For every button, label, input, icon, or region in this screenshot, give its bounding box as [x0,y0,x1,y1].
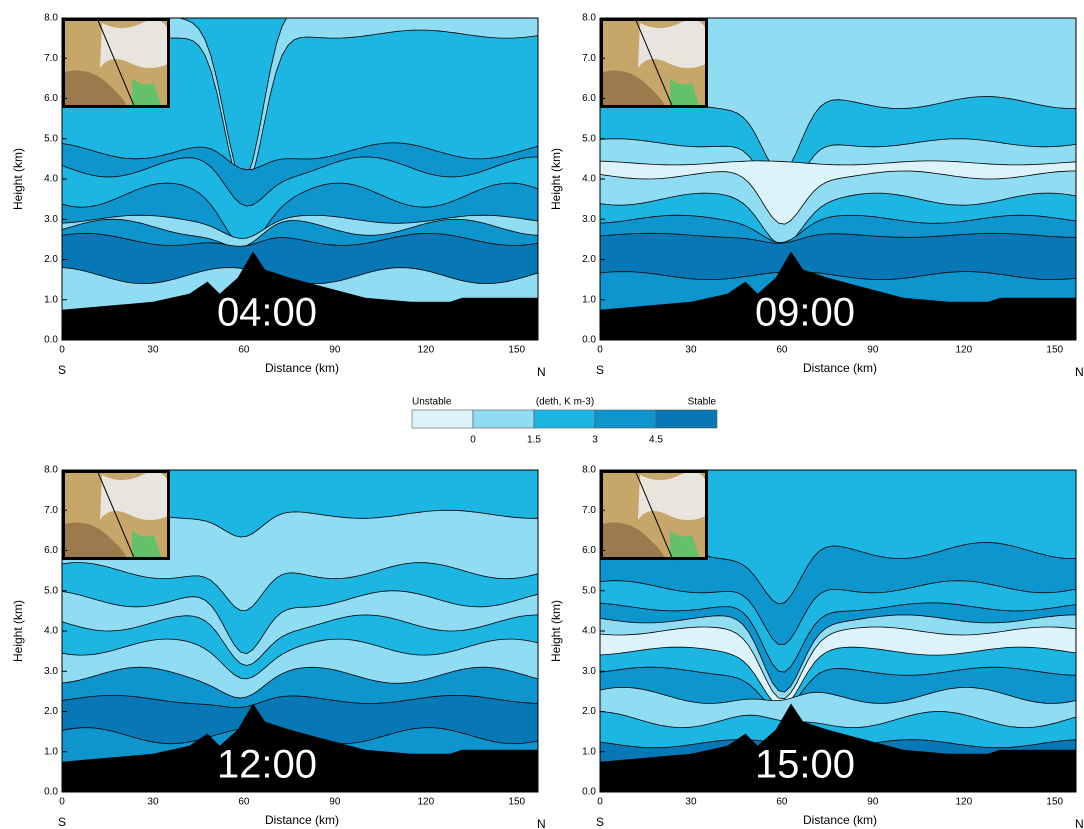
colorbar-tick-label: 1.5 [527,435,541,446]
x-right-label: N [1075,365,1084,379]
y-tick-label: 4.0 [44,174,58,185]
x-tick-label: 90 [329,797,341,808]
y-tick-label: 5.0 [44,585,58,596]
colorbar-box [656,410,717,428]
x-tick-label: 90 [329,345,341,356]
x-tick-label: 90 [867,345,879,356]
x-right-label: N [537,365,546,379]
x-axis-label: Distance (km) [803,813,877,827]
y-tick-label: 4.0 [44,626,58,637]
y-tick-label: 3.0 [44,666,58,677]
time-label: 04:00 [217,291,317,335]
y-tick-label: 7.0 [44,505,58,516]
time-label: 12:00 [217,743,317,787]
colorbar-box [534,410,595,428]
y-tick-label: 2.0 [44,254,58,265]
y-tick-label: 2.0 [44,706,58,717]
x-tick-label: 120 [955,345,972,356]
y-tick-label: 8.0 [582,13,596,24]
y-tick-label: 5.0 [582,133,596,144]
x-tick-label: 0 [59,345,65,356]
x-tick-label: 150 [1046,345,1063,356]
x-tick-label: 0 [597,797,603,808]
y-tick-label: 1.0 [582,294,596,305]
y-tick-label: 3.0 [44,214,58,225]
y-tick-label: 4.0 [582,174,596,185]
x-tick-label: 60 [776,797,788,808]
x-tick-label: 0 [59,797,65,808]
y-tick-label: 0.0 [582,787,596,798]
x-tick-label: 30 [685,345,697,356]
x-tick-label: 120 [417,797,434,808]
y-tick-label: 0.0 [582,335,596,346]
y-axis-label: Height (km) [549,148,563,210]
y-tick-label: 8.0 [44,13,58,24]
y-tick-label: 8.0 [44,465,58,476]
x-left-label: S [596,363,604,377]
y-tick-label: 1.0 [44,746,58,757]
x-left-label: S [58,815,66,829]
x-axis-label: Distance (km) [265,813,339,827]
y-tick-label: 1.0 [44,294,58,305]
colorbar-left-label: Unstable [412,397,452,408]
panel: 15:00 0.0 1.0 2.0 3.0 4.0 5.0 6.0 7.0 8.0 0 30 60 90 1… [549,465,1084,829]
panel: 12:00 0.0 1.0 2.0 3.0 4.0 5.0 6.0 7.0 8.0 0 30 60 90 1… [11,465,546,829]
y-tick-label: 6.0 [44,545,58,556]
colorbar-title: (deth, K m-3) [536,397,594,408]
colorbar-tick-label: 4.5 [649,435,663,446]
y-tick-label: 2.0 [582,254,596,265]
y-tick-label: 7.0 [582,505,596,516]
y-tick-label: 6.0 [582,93,596,104]
x-tick-label: 150 [1046,797,1063,808]
colorbar-box [595,410,656,428]
y-tick-label: 3.0 [582,214,596,225]
x-tick-label: 30 [147,345,159,356]
x-right-label: N [537,817,546,829]
y-tick-label: 6.0 [44,93,58,104]
x-tick-label: 150 [508,345,525,356]
y-tick-label: 7.0 [582,53,596,64]
x-tick-label: 120 [955,797,972,808]
y-tick-label: 5.0 [44,133,58,144]
y-tick-label: 5.0 [582,585,596,596]
colorbar-box [473,410,534,428]
colorbar-tick-label: 0 [470,435,476,446]
y-tick-label: 4.0 [582,626,596,637]
panel: 04:00 0.0 1.0 2.0 3.0 4.0 5.0 6.0 7.0 8.0 0 30 60 90 1… [11,2,546,379]
colorbar-tick-label: 3 [592,435,598,446]
time-label: 15:00 [755,743,855,787]
colorbar-box [412,410,473,428]
y-tick-label: 8.0 [582,465,596,476]
x-axis-label: Distance (km) [803,361,877,375]
y-axis-label: Height (km) [11,600,25,662]
figure: Unstable (deth, K m-3) Stable 01.534.504… [0,0,1084,829]
y-axis-label: Height (km) [549,600,563,662]
y-tick-label: 1.0 [582,746,596,757]
y-tick-label: 2.0 [582,706,596,717]
y-tick-label: 0.0 [44,787,58,798]
y-tick-label: 0.0 [44,335,58,346]
y-axis-label: Height (km) [11,148,25,210]
x-tick-label: 60 [238,797,250,808]
panel: 09:00 0.0 1.0 2.0 3.0 4.0 5.0 6.0 7.0 8.0 0 30 60 90 1… [549,13,1084,380]
y-tick-label: 3.0 [582,666,596,677]
x-tick-label: 60 [238,345,250,356]
x-tick-label: 150 [508,797,525,808]
x-tick-label: 120 [417,345,434,356]
colorbar-right-label: Stable [688,397,717,408]
x-tick-label: 30 [147,797,159,808]
y-tick-label: 6.0 [582,545,596,556]
x-axis-label: Distance (km) [265,361,339,375]
x-left-label: S [596,815,604,829]
x-tick-label: 0 [597,345,603,356]
y-tick-label: 7.0 [44,53,58,64]
time-label: 09:00 [755,291,855,335]
x-right-label: N [1075,817,1084,829]
x-tick-label: 90 [867,797,879,808]
x-tick-label: 60 [776,345,788,356]
x-tick-label: 30 [685,797,697,808]
x-left-label: S [58,363,66,377]
